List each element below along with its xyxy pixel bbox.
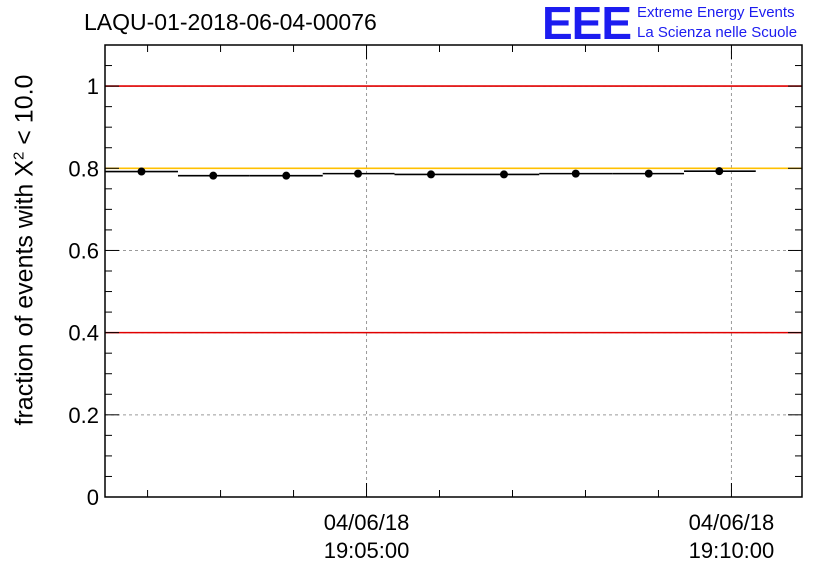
data-point	[426, 170, 435, 179]
data-point	[282, 171, 291, 180]
x-tick-label-time: 19:05:00	[324, 538, 410, 563]
y-axis-label-symbol: X	[10, 160, 39, 177]
data-point	[644, 169, 653, 178]
x-tick-label-date: 04/06/18	[689, 510, 775, 535]
y-axis-label-prefix: fraction of events with	[10, 176, 39, 426]
data-point	[354, 169, 363, 178]
y-tick-label: 0.8	[68, 156, 99, 181]
plot-frame	[104, 44, 803, 498]
logo-caption-line1: Extreme Energy Events	[637, 4, 795, 21]
chart-title: LAQU-01-2018-06-04-00076	[84, 9, 377, 35]
y-tick-label: 0.4	[68, 321, 99, 346]
x-tick-label-date: 04/06/18	[324, 510, 410, 535]
data-point	[209, 171, 218, 180]
data-point	[499, 170, 508, 179]
y-tick-label: 0	[87, 485, 99, 510]
y-axis-label-wrap: fraction of events with X2 < 10.0	[8, 40, 42, 460]
y-tick-label: 1	[87, 74, 99, 99]
data-point	[137, 167, 146, 176]
y-axis-label-suffix: < 10.0	[10, 74, 39, 152]
y-axis-label: fraction of events with X2 < 10.0	[10, 75, 39, 426]
x-tick-label-time: 19:10:00	[689, 538, 775, 563]
logo-caption: Extreme Energy Events La Scienza nelle S…	[637, 3, 797, 43]
logo-caption-line2: La Scienza nelle Scuole	[637, 24, 798, 41]
y-tick-label: 0.2	[68, 403, 99, 428]
eee-logo: EEE	[542, 0, 632, 49]
data-point	[571, 169, 580, 178]
y-axis-label-sup: 2	[10, 151, 28, 161]
data-point	[715, 167, 724, 176]
y-tick-label: 0.6	[68, 238, 99, 263]
